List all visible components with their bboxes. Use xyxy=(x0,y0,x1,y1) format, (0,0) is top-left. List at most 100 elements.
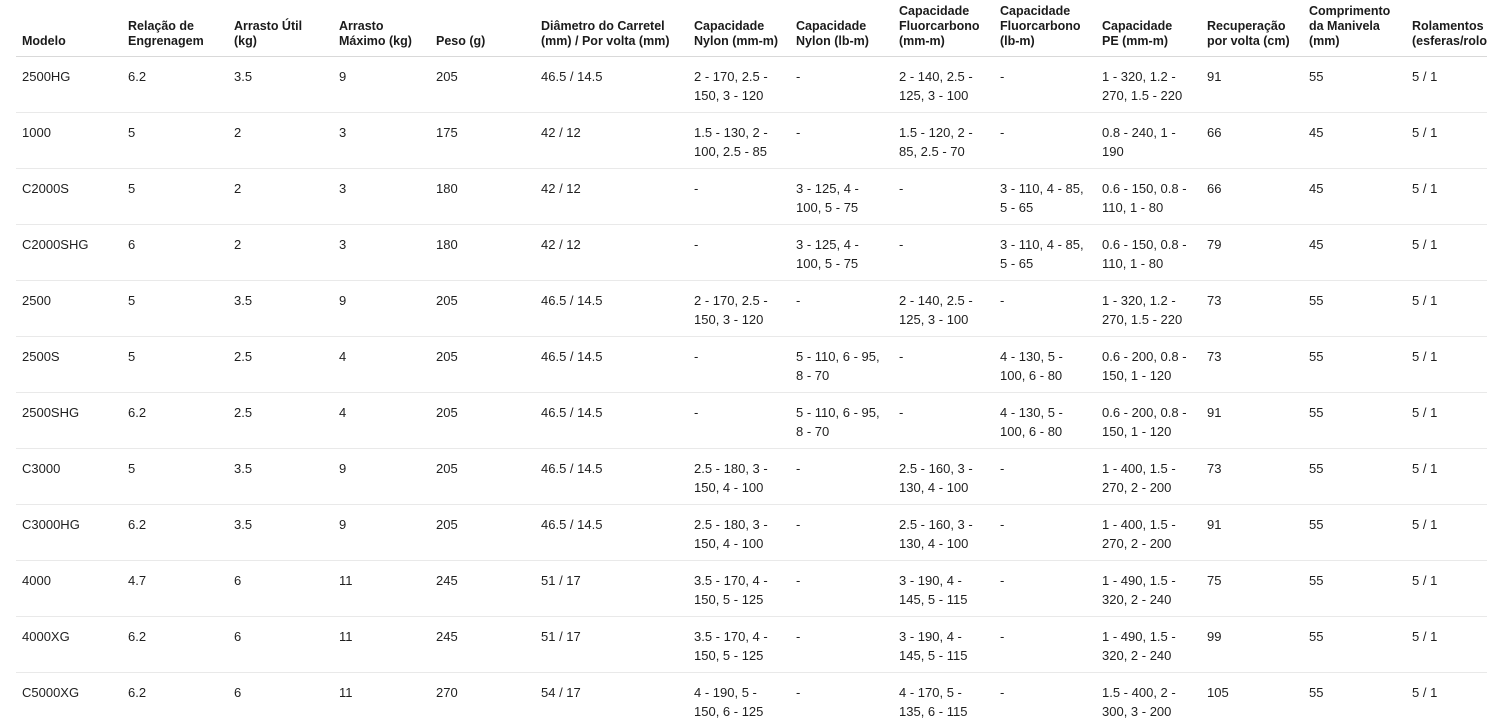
column-header-arrasto_util: Arrasto Útil (kg) xyxy=(234,0,339,57)
cell-recuperacao_por_volta: 75 xyxy=(1207,560,1309,617)
column-header-peso: Peso (g) xyxy=(436,0,541,57)
cell-modelo: C5000XG xyxy=(16,672,128,720)
cell-peso: 205 xyxy=(436,56,541,113)
cell-capacidade_fluorcarbono_lb: - xyxy=(1000,280,1102,337)
cell-arrasto_util: 6 xyxy=(234,672,339,720)
cell-relacao_engrenagem: 5 xyxy=(128,336,234,393)
table-row: 4000 4.7 6 11 245 51 / 17 3.5 - 170, 4 - 150, … xyxy=(16,560,1487,617)
cell-rolamentos: 5 / 1 xyxy=(1412,448,1487,505)
column-header-recuperacao_por_volta: Recuperação por volta (cm) xyxy=(1207,0,1309,57)
cell-peso: 175 xyxy=(436,112,541,169)
table-row: C3000 5 3.5 9 205 46.5 / 14.5 2.5 - 180, 3 - 1… xyxy=(16,448,1487,505)
table-row: 4000XG 6.2 6 11 245 51 / 17 3.5 - 170, 4 - 150… xyxy=(16,616,1487,673)
cell-comprimento_manivela: 55 xyxy=(1309,392,1412,449)
table-row: 1000 5 2 3 175 42 / 12 1.5 - 130, 2 - 100, 2.5… xyxy=(16,112,1487,169)
cell-arrasto_maximo: 3 xyxy=(339,224,436,281)
cell-rolamentos: 5 / 1 xyxy=(1412,392,1487,449)
column-header-arrasto_maximo: Arrasto Máximo (kg) xyxy=(339,0,436,57)
cell-comprimento_manivela: 45 xyxy=(1309,112,1412,169)
cell-arrasto_util: 3.5 xyxy=(234,56,339,113)
cell-peso: 205 xyxy=(436,392,541,449)
cell-modelo: C2000S xyxy=(16,168,128,225)
cell-recuperacao_por_volta: 66 xyxy=(1207,112,1309,169)
cell-recuperacao_por_volta: 66 xyxy=(1207,168,1309,225)
cell-capacidade_nylon_lb: - xyxy=(796,616,899,673)
cell-rolamentos: 5 / 1 xyxy=(1412,280,1487,337)
cell-capacidade_nylon_mm: - xyxy=(694,392,796,449)
column-header-comprimento_manivela: Comprimento da Manivela (mm) xyxy=(1309,0,1412,57)
cell-arrasto_util: 6 xyxy=(234,560,339,617)
cell-capacidade_nylon_mm: 4 - 190, 5 - 150, 6 - 125 xyxy=(694,672,796,720)
cell-relacao_engrenagem: 6.2 xyxy=(128,672,234,720)
cell-arrasto_maximo: 9 xyxy=(339,448,436,505)
table-row: C5000XG 6.2 6 11 270 54 / 17 4 - 190, 5 - 150,… xyxy=(16,672,1487,720)
cell-capacidade_nylon_lb: - xyxy=(796,56,899,113)
cell-capacidade_fluorcarbono_lb: 3 - 110, 4 - 85, 5 - 65 xyxy=(1000,168,1102,225)
cell-capacidade_pe: 1 - 320, 1.2 - 270, 1.5 - 220 xyxy=(1102,280,1207,337)
cell-capacidade_fluorcarbono_lb: - xyxy=(1000,56,1102,113)
cell-rolamentos: 5 / 1 xyxy=(1412,168,1487,225)
cell-capacidade_fluorcarbono_mm: - xyxy=(899,392,1000,449)
cell-comprimento_manivela: 55 xyxy=(1309,560,1412,617)
cell-modelo: C2000SHG xyxy=(16,224,128,281)
cell-arrasto_maximo: 11 xyxy=(339,672,436,720)
cell-relacao_engrenagem: 6.2 xyxy=(128,616,234,673)
cell-arrasto_util: 2.5 xyxy=(234,336,339,393)
cell-capacidade_fluorcarbono_lb: 3 - 110, 4 - 85, 5 - 65 xyxy=(1000,224,1102,281)
cell-arrasto_maximo: 3 xyxy=(339,112,436,169)
cell-diametro_carretel: 51 / 17 xyxy=(541,616,694,673)
cell-capacidade_nylon_lb: - xyxy=(796,672,899,720)
cell-capacidade_nylon_mm: 2 - 170, 2.5 - 150, 3 - 120 xyxy=(694,280,796,337)
cell-diametro_carretel: 46.5 / 14.5 xyxy=(541,336,694,393)
cell-rolamentos: 5 / 1 xyxy=(1412,112,1487,169)
reel-specs-table: Modelo Relação de Engrenagem Arrasto Útil … xyxy=(16,0,1487,720)
table-row: 2500 5 3.5 9 205 46.5 / 14.5 2 - 170, 2.5 - 15… xyxy=(16,280,1487,337)
cell-arrasto_maximo: 9 xyxy=(339,280,436,337)
cell-capacidade_fluorcarbono_mm: 1.5 - 120, 2 - 85, 2.5 - 70 xyxy=(899,112,1000,169)
cell-recuperacao_por_volta: 91 xyxy=(1207,56,1309,113)
cell-capacidade_fluorcarbono_lb: 4 - 130, 5 - 100, 6 - 80 xyxy=(1000,336,1102,393)
cell-capacidade_pe: 0.8 - 240, 1 - 190 xyxy=(1102,112,1207,169)
cell-diametro_carretel: 51 / 17 xyxy=(541,560,694,617)
cell-capacidade_nylon_mm: 3.5 - 170, 4 - 150, 5 - 125 xyxy=(694,560,796,617)
cell-arrasto_maximo: 4 xyxy=(339,392,436,449)
cell-relacao_engrenagem: 5 xyxy=(128,112,234,169)
cell-capacidade_pe: 0.6 - 200, 0.8 - 150, 1 - 120 xyxy=(1102,336,1207,393)
cell-peso: 205 xyxy=(436,336,541,393)
cell-rolamentos: 5 / 1 xyxy=(1412,504,1487,561)
cell-peso: 245 xyxy=(436,560,541,617)
cell-capacidade_nylon_lb: 5 - 110, 6 - 95, 8 - 70 xyxy=(796,392,899,449)
cell-capacidade_fluorcarbono_mm: 3 - 190, 4 - 145, 5 - 115 xyxy=(899,616,1000,673)
cell-modelo: 4000 xyxy=(16,560,128,617)
cell-comprimento_manivela: 55 xyxy=(1309,672,1412,720)
cell-diametro_carretel: 46.5 / 14.5 xyxy=(541,280,694,337)
cell-arrasto_maximo: 11 xyxy=(339,616,436,673)
cell-capacidade_fluorcarbono_mm: 2.5 - 160, 3 - 130, 4 - 100 xyxy=(899,448,1000,505)
table-row: 2500HG 6.2 3.5 9 205 46.5 / 14.5 2 - 170, 2.5 … xyxy=(16,56,1487,113)
cell-capacidade_pe: 0.6 - 200, 0.8 - 150, 1 - 120 xyxy=(1102,392,1207,449)
cell-capacidade_fluorcarbono_lb: 4 - 130, 5 - 100, 6 - 80 xyxy=(1000,392,1102,449)
cell-diametro_carretel: 46.5 / 14.5 xyxy=(541,392,694,449)
cell-recuperacao_por_volta: 79 xyxy=(1207,224,1309,281)
column-header-capacidade_fluorcarbono_mm: Capacidade Fluorcarbono (mm-m) xyxy=(899,0,1000,57)
cell-peso: 270 xyxy=(436,672,541,720)
cell-capacidade_nylon_lb: - xyxy=(796,504,899,561)
column-header-capacidade_nylon_mm: Capacidade Nylon (mm-m) xyxy=(694,0,796,57)
cell-arrasto_util: 2 xyxy=(234,224,339,281)
cell-capacidade_fluorcarbono_mm: 2.5 - 160, 3 - 130, 4 - 100 xyxy=(899,504,1000,561)
cell-capacidade_fluorcarbono_mm: - xyxy=(899,224,1000,281)
cell-modelo: 2500S xyxy=(16,336,128,393)
cell-arrasto_util: 3.5 xyxy=(234,280,339,337)
cell-rolamentos: 5 / 1 xyxy=(1412,336,1487,393)
cell-capacidade_nylon_lb: - xyxy=(796,112,899,169)
cell-relacao_engrenagem: 5 xyxy=(128,280,234,337)
cell-capacidade_nylon_mm: - xyxy=(694,168,796,225)
cell-arrasto_maximo: 9 xyxy=(339,504,436,561)
cell-peso: 205 xyxy=(436,448,541,505)
cell-capacidade_nylon_lb: 3 - 125, 4 - 100, 5 - 75 xyxy=(796,168,899,225)
table-body: 2500HG 6.2 3.5 9 205 46.5 / 14.5 2 - 170, 2.5 … xyxy=(16,56,1487,720)
cell-rolamentos: 5 / 1 xyxy=(1412,616,1487,673)
cell-peso: 205 xyxy=(436,504,541,561)
cell-rolamentos: 5 / 1 xyxy=(1412,560,1487,617)
column-header-relacao_engrenagem: Relação de Engrenagem xyxy=(128,0,234,57)
